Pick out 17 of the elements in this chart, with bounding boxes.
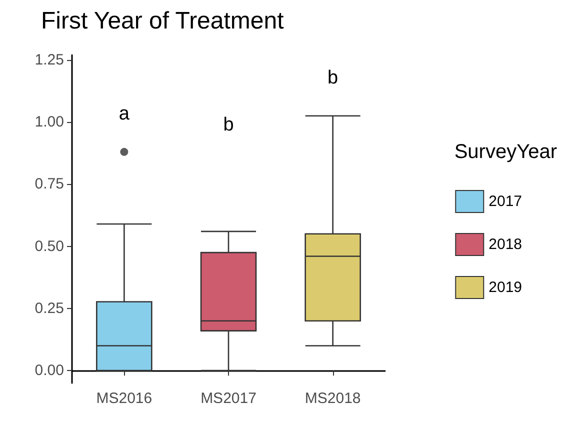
legend-title: SurveyYear [454,141,558,163]
y-tick-label: 0.75 [34,176,64,193]
y-tick-label: 0.25 [34,300,64,317]
x-tick-label: MS2016 [96,390,152,407]
y-tick-label: 0.00 [34,362,64,380]
chart-title: First Year of Treatment [41,8,284,34]
x-tick-label: MS2018 [304,390,361,407]
legend-label: 2018 [488,236,522,253]
annotation: b [328,67,338,88]
y-tick-label: 0.50 [34,238,64,255]
annotation: a [118,103,130,124]
annotation: b [223,114,234,136]
legend-label: 2019 [488,279,522,296]
legend-label: 2017 [488,193,522,210]
y-tick-label: 1.00 [34,114,64,131]
x-tick-label: MS2017 [200,390,256,407]
y-tick-label: 1.25 [34,51,64,68]
